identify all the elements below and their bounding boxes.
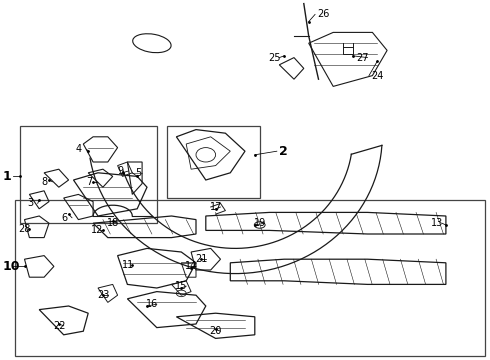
Text: 5: 5	[135, 168, 141, 178]
Text: 12: 12	[91, 225, 103, 235]
Text: 16: 16	[146, 299, 158, 309]
Bar	[15, 200, 485, 356]
Text: 11: 11	[122, 260, 134, 270]
Text: 22: 22	[53, 321, 66, 331]
Text: 13: 13	[431, 218, 443, 228]
Text: 27: 27	[357, 53, 369, 63]
Text: 4: 4	[76, 144, 82, 154]
Text: 3: 3	[27, 198, 33, 208]
Text: 19: 19	[254, 218, 266, 228]
Text: 14: 14	[185, 261, 197, 271]
Text: 18: 18	[107, 218, 119, 228]
Text: 6: 6	[61, 213, 67, 223]
Text: 10: 10	[2, 260, 20, 273]
Text: 8: 8	[42, 177, 48, 187]
Text: 21: 21	[195, 254, 207, 264]
Text: 17: 17	[210, 202, 222, 212]
Text: 1: 1	[2, 170, 11, 183]
Text: 25: 25	[269, 53, 281, 63]
Text: 23: 23	[97, 290, 109, 300]
Text: 20: 20	[210, 326, 222, 336]
Text: 26: 26	[318, 9, 330, 19]
Text: 28: 28	[19, 224, 31, 234]
Text: 2: 2	[279, 145, 288, 158]
Bar	[167, 126, 260, 198]
Text: 9: 9	[118, 166, 123, 176]
Text: 7: 7	[86, 177, 92, 187]
Text: 15: 15	[175, 281, 188, 291]
Text: 24: 24	[371, 71, 384, 81]
Bar	[20, 126, 157, 223]
